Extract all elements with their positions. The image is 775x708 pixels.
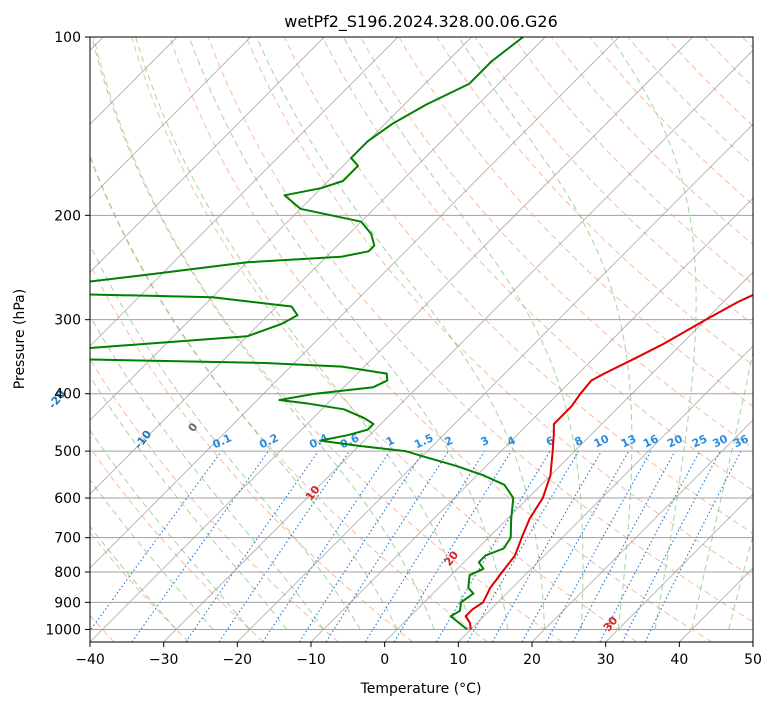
mixing-ratio-label: 2 <box>443 434 455 449</box>
y-tick-label: 600 <box>54 491 81 507</box>
y-tick-label: 700 <box>54 531 81 547</box>
dry-adiabat-label: 10 <box>303 483 323 503</box>
isotherm <box>90 37 693 642</box>
mixing-ratio-label: 13 <box>619 432 638 450</box>
dry-adiabat <box>170 37 712 642</box>
y-tick-label: 800 <box>54 565 81 581</box>
mixing-ratio-label: 1 <box>384 434 396 449</box>
mixing-ratio-line <box>263 451 390 642</box>
x-tick-label: −40 <box>75 652 105 668</box>
mixing-ratio-label: 10 <box>592 432 612 450</box>
x-tick-label: −10 <box>296 652 326 668</box>
x-tick-label: 30 <box>597 652 615 668</box>
moist-adiabat <box>0 37 213 629</box>
line-labels: -100-90-80-70-60-50-40-30-20-10010203040… <box>0 67 775 700</box>
isotherm <box>16 37 619 642</box>
moist-adiabat <box>189 37 508 629</box>
dry-adiabat <box>666 37 775 642</box>
mixing-ratio-line <box>522 451 629 642</box>
isotherm <box>0 37 324 642</box>
y-tick-label: 900 <box>54 595 81 611</box>
temperature-profile <box>466 37 775 629</box>
y-tick-label: 500 <box>54 444 81 460</box>
y-axis-title: Pressure (hPa) <box>12 289 28 389</box>
mixing-ratio-label: 16 <box>641 432 661 450</box>
isotherm <box>458 37 775 642</box>
mixing-ratio-line <box>326 451 448 642</box>
y-tick-label: 100 <box>54 30 81 46</box>
mixing-ratio-label: 36 <box>731 432 751 450</box>
mixing-ratio-label: 0.2 <box>257 431 280 451</box>
x-tick-label: 40 <box>670 652 688 668</box>
dry-adiabat <box>0 37 338 642</box>
isotherm <box>532 37 775 642</box>
x-axis-title: Temperature (°C) <box>360 681 482 697</box>
x-tick-label: 20 <box>523 652 541 668</box>
mixing-ratio-label: 20 <box>665 432 685 450</box>
dry-adiabat <box>475 37 775 642</box>
dry-adiabat-label: 30 <box>601 614 621 634</box>
dry-adiabat <box>704 37 775 642</box>
moist-adiabat <box>136 37 471 629</box>
mixing-ratio-label: 0.1 <box>211 431 234 451</box>
dry-adiabat <box>552 37 775 642</box>
y-tick-label: 400 <box>54 387 81 403</box>
moist-adiabat <box>344 37 584 629</box>
isotherm <box>385 37 775 642</box>
mixing-ratio-label: 6 <box>544 434 557 449</box>
plot-frame <box>90 37 753 642</box>
mixing-ratio-label: 1.5 <box>412 431 435 451</box>
dry-adiabat <box>590 37 775 642</box>
mixing-ratio-line <box>82 451 222 642</box>
isotherm <box>164 37 767 642</box>
y-axis: 100 200 300 400 500 600 700 800 900 1000 <box>45 30 90 638</box>
mixing-ratio-line <box>219 451 349 642</box>
isotherm <box>753 37 775 642</box>
x-tick-label: 50 <box>744 652 762 668</box>
moist-adiabat <box>692 37 775 629</box>
mixing-ratio-line <box>573 451 675 642</box>
mixing-ratio-line <box>365 451 484 642</box>
dry-adiabat-label: -10 <box>132 428 155 452</box>
y-tick-label: 1000 <box>45 622 81 638</box>
mixing-ratio-label: 30 <box>711 432 731 450</box>
moist-adiabat <box>0 37 287 629</box>
isotherm <box>0 37 545 642</box>
x-axis: −40 −30 −20 −10 0 10 20 30 40 50 <box>75 642 762 668</box>
moist-adiabat <box>55 37 397 629</box>
dry-adiabat <box>513 37 775 642</box>
mixing-ratio-label: 3 <box>479 434 491 449</box>
x-tick-label: 0 <box>380 652 389 668</box>
chart-title: wetPf2_S196.2024.328.00.06.G26 <box>284 12 558 32</box>
dry-adiabat <box>437 37 775 642</box>
dry-adiabat <box>742 37 775 642</box>
y-tick-label: 300 <box>54 313 81 329</box>
x-tick-label: 10 <box>449 652 467 668</box>
mixing-ratio-line <box>546 451 651 642</box>
y-tick-label: 200 <box>54 208 81 224</box>
x-tick-label: −30 <box>149 652 179 668</box>
moist-adiabat <box>257 37 545 629</box>
isotherm <box>679 37 775 642</box>
mixing-ratio-line <box>600 451 700 642</box>
x-tick-label: −20 <box>223 652 253 668</box>
